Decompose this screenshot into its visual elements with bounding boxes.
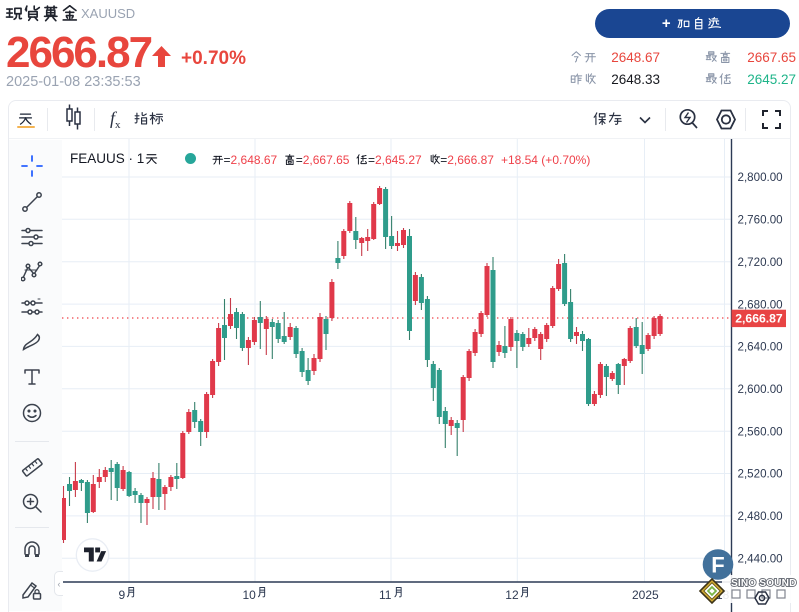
svg-text:2,640.00: 2,640.00 bbox=[738, 341, 783, 354]
svg-text:2,480.00: 2,480.00 bbox=[738, 510, 783, 523]
svg-text:2,600.00: 2,600.00 bbox=[738, 383, 783, 396]
svg-text:2,520.00: 2,520.00 bbox=[738, 468, 783, 481]
svg-text:2,720.00: 2,720.00 bbox=[738, 256, 783, 269]
svg-text:12: 12 bbox=[505, 588, 519, 602]
svg-text:2025: 2025 bbox=[632, 588, 659, 602]
svg-text:F: F bbox=[711, 553, 724, 578]
svg-text:2,440.00: 2,440.00 bbox=[738, 553, 783, 566]
svg-text:2,800.00: 2,800.00 bbox=[738, 171, 783, 184]
svg-text:2,760.00: 2,760.00 bbox=[738, 214, 783, 227]
svg-text:SINO SOUND: SINO SOUND bbox=[731, 578, 797, 589]
svg-text:10: 10 bbox=[243, 588, 257, 602]
svg-text:2,666.87: 2,666.87 bbox=[735, 311, 783, 325]
svg-text:2,560.00: 2,560.00 bbox=[738, 425, 783, 438]
svg-text:9: 9 bbox=[119, 588, 126, 602]
svg-text:2,680.00: 2,680.00 bbox=[738, 298, 783, 311]
svg-text:11: 11 bbox=[379, 588, 392, 602]
